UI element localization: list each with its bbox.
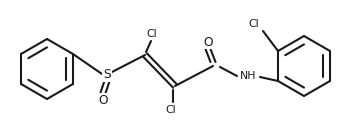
Text: O: O [203,35,213,48]
Text: Cl: Cl [147,29,157,39]
Text: Cl: Cl [249,19,259,29]
Text: S: S [103,68,111,82]
Text: O: O [98,94,108,107]
Text: Cl: Cl [166,105,176,115]
Text: NH: NH [240,71,256,81]
